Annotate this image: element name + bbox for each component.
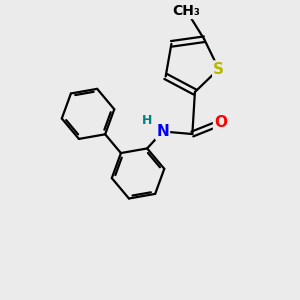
Text: S: S: [213, 61, 224, 76]
Text: CH₃: CH₃: [172, 4, 200, 18]
Text: O: O: [214, 115, 227, 130]
Text: H: H: [142, 114, 152, 127]
Text: N: N: [156, 124, 169, 139]
